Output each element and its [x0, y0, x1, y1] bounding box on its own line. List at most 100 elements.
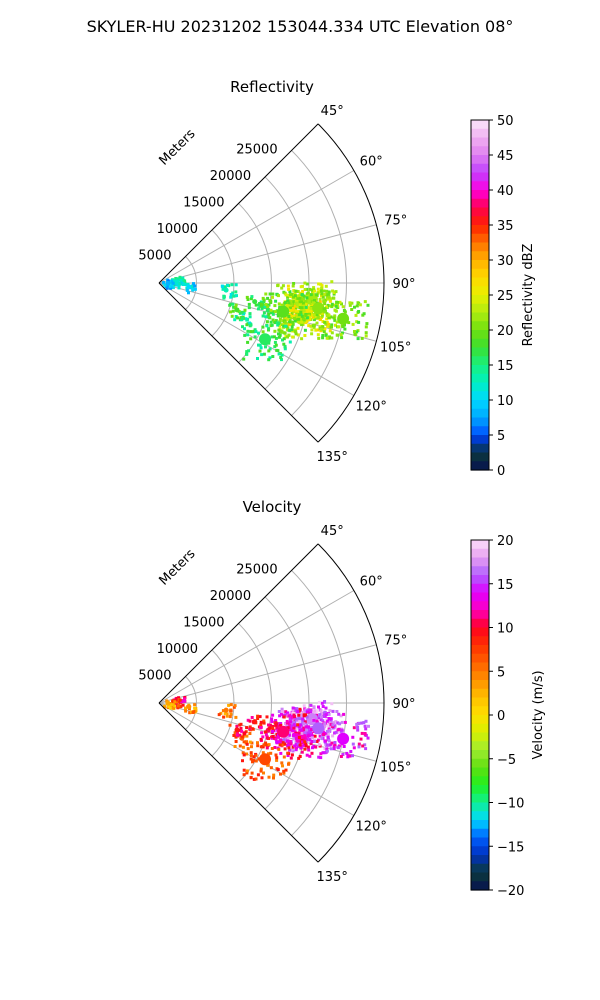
echo-pixel — [189, 284, 193, 288]
colorbar-segment — [471, 828, 489, 839]
echo-pixel — [346, 754, 350, 758]
echo-pixel — [318, 317, 322, 321]
colorbar-segment — [471, 461, 489, 471]
echo-pixel — [279, 723, 283, 727]
echo-pixel — [295, 303, 299, 307]
echo-pixel — [187, 291, 190, 295]
echo-pixel — [288, 739, 292, 743]
reflectivity-colorbar-label: Reflectivity dBZ — [521, 244, 536, 347]
echo-pixel — [233, 704, 237, 708]
colorbar-segment — [471, 653, 489, 664]
echo-pixel — [284, 324, 288, 328]
echo-pixel — [287, 323, 291, 327]
echo-pixel — [297, 317, 301, 321]
echo-pixel — [291, 308, 295, 312]
echo-pixel — [365, 322, 369, 326]
echo-pixel — [291, 300, 295, 304]
echo-pixel — [271, 292, 275, 296]
echo-pixel — [294, 289, 298, 293]
echo-pixel — [272, 776, 275, 780]
echo-pixel — [167, 704, 171, 708]
echo-pixel — [292, 306, 295, 310]
echo-pixel — [318, 719, 322, 723]
colorbar-segment — [471, 793, 489, 804]
echo-pixel — [261, 751, 265, 755]
echo-pixel — [170, 283, 174, 287]
echo-pixel — [297, 713, 301, 717]
echo-pixel — [259, 745, 263, 749]
echo-pixel — [265, 736, 269, 740]
echo-pixel — [245, 742, 249, 746]
echo-pixel — [252, 755, 256, 759]
echo-pixel — [242, 357, 246, 361]
echo-pixel — [324, 713, 328, 717]
echo-pixel — [178, 282, 182, 286]
echo-pixel — [270, 736, 274, 740]
echo-pixel — [271, 735, 275, 738]
echo-pixel — [313, 738, 317, 742]
echo-pixel — [293, 304, 297, 308]
echo-pixel — [309, 728, 313, 731]
echo-pixel — [350, 301, 354, 305]
echo-pixel — [356, 301, 360, 305]
echo-pixel — [308, 738, 312, 742]
echo-pixel — [328, 728, 332, 732]
echo-pixel — [312, 318, 316, 322]
angle-tick-label: 45° — [321, 524, 344, 539]
echo-pixel — [249, 297, 253, 301]
echo-pixel — [290, 753, 294, 757]
range-tick-label: 15000 — [183, 616, 224, 631]
echo-cell — [184, 703, 198, 715]
echo-pixel — [276, 768, 280, 772]
colorbar-segment — [471, 758, 489, 769]
echo-pixel — [285, 720, 289, 723]
echo-pixel — [351, 742, 355, 746]
echo-pixel — [357, 721, 361, 725]
echo-pixel — [300, 293, 304, 297]
echo-pixel — [239, 726, 243, 730]
echo-pixel — [292, 289, 296, 293]
echo-pixel — [341, 325, 345, 329]
echo-point — [277, 305, 290, 318]
echo-pixel — [330, 305, 334, 309]
echo-pixel — [352, 746, 356, 750]
echo-pixel — [345, 751, 349, 755]
echo-pixel — [325, 718, 328, 721]
echo-pixel — [337, 325, 340, 329]
velocity-colorbar-label: Velocity (m/s) — [531, 670, 546, 759]
echo-cell — [259, 713, 311, 752]
colorbar-segment — [471, 645, 489, 655]
echo-pixel — [282, 715, 286, 719]
echo-pixel — [285, 721, 289, 725]
echo-pixel — [286, 284, 290, 288]
echo-pixel — [178, 275, 182, 279]
echo-pixel — [245, 734, 249, 738]
echo-pixel — [304, 711, 308, 715]
echo-pixel — [355, 304, 359, 308]
echo-pixel — [331, 723, 335, 727]
echo-pixel — [193, 284, 197, 288]
echo-pixel — [286, 299, 290, 303]
colorbar-tick-label: 0 — [497, 464, 505, 479]
reflectivity-panel: Reflectivity Meters 45° 60° 75° 90° 105° 120°… — [138, 78, 415, 465]
echo-point — [186, 704, 192, 710]
echo-pixel — [325, 747, 329, 751]
echo-pixel — [273, 304, 277, 308]
range-tick-label: 5000 — [138, 669, 171, 684]
echo-pixel — [320, 715, 323, 719]
colorbar-tick-label: −10 — [497, 797, 524, 812]
echo-pixel — [360, 336, 364, 340]
velocity-radial-label: Meters — [157, 546, 199, 588]
echo-pixel — [179, 278, 183, 282]
echo-pixel — [279, 712, 283, 716]
echo-pixel — [294, 740, 298, 744]
echo-pixel — [221, 285, 225, 289]
echo-pixel — [327, 739, 331, 743]
range-tick-label: 10000 — [157, 642, 198, 657]
echo-pixel — [308, 287, 312, 291]
echo-pixel — [320, 737, 324, 740]
echo-pixel — [361, 744, 365, 748]
echo-point — [252, 719, 258, 725]
echo-pixel — [292, 282, 296, 285]
echo-pixel — [238, 733, 242, 737]
